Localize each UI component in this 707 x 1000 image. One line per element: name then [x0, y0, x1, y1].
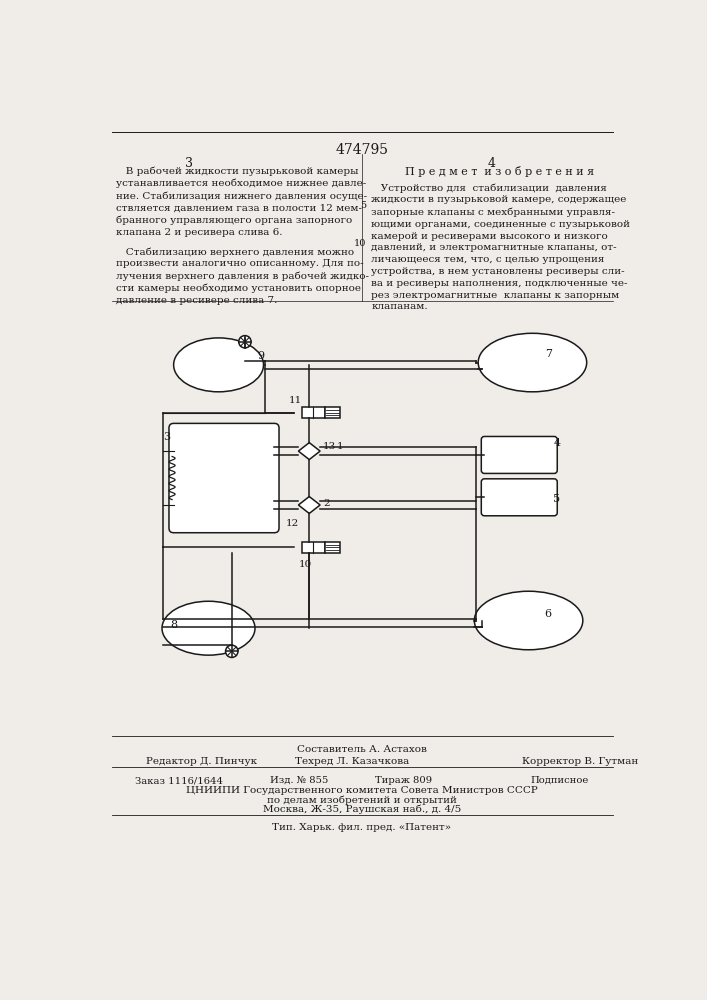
Text: 13: 13	[323, 442, 337, 451]
Text: Москва, Ж-35, Раушская наб., д. 4/5: Москва, Ж-35, Раушская наб., д. 4/5	[263, 805, 461, 814]
Bar	[301, 542, 325, 553]
Text: 4: 4	[487, 157, 496, 170]
Ellipse shape	[478, 333, 587, 392]
Text: Стабилизацию верхнего давления можно
произвести аналогично описанному. Для по-
л: Стабилизацию верхнего давления можно про…	[115, 247, 368, 305]
Polygon shape	[298, 443, 320, 460]
Circle shape	[239, 336, 251, 348]
Text: 10: 10	[354, 239, 366, 248]
Text: 9: 9	[257, 351, 264, 361]
Text: Техред Л. Казачкова: Техред Л. Казачкова	[295, 757, 409, 766]
Circle shape	[226, 645, 238, 657]
Text: ЦНИИПИ Государственного комитета Совета Министров СССР: ЦНИИПИ Государственного комитета Совета …	[186, 786, 538, 795]
Text: П р е д м е т  и з о б р е т е н и я: П р е д м е т и з о б р е т е н и я	[404, 166, 594, 177]
Polygon shape	[298, 497, 320, 513]
Bar	[325, 407, 340, 418]
Ellipse shape	[174, 338, 264, 392]
Ellipse shape	[162, 601, 255, 655]
Text: В рабочей жидкости пузырьковой камеры
устанавливается необходимое нижнее давле-
: В рабочей жидкости пузырьковой камеры ус…	[115, 166, 367, 237]
Text: Корректор В. Гутман: Корректор В. Гутман	[522, 757, 638, 766]
Text: 10: 10	[299, 560, 312, 569]
Bar	[325, 542, 340, 553]
Text: Составитель А. Астахов: Составитель А. Астахов	[297, 745, 427, 754]
Text: 12: 12	[286, 519, 299, 528]
Text: по делам изобретений и открытий: по делам изобретений и открытий	[267, 795, 457, 805]
Ellipse shape	[474, 591, 583, 650]
Text: Изд. № 855: Изд. № 855	[271, 776, 329, 785]
Text: Устройство для  стабилизации  давления
жидкости в пузырьковой камере, содержащее: Устройство для стабилизации давления жид…	[371, 183, 630, 311]
Text: Тираж 809: Тираж 809	[375, 776, 432, 785]
Text: Тип. Харьк. фил. пред. «Патент»: Тип. Харьк. фил. пред. «Патент»	[272, 823, 452, 832]
Text: 1: 1	[337, 442, 343, 451]
Text: 3: 3	[185, 157, 193, 170]
FancyBboxPatch shape	[169, 423, 279, 533]
Text: 5: 5	[554, 494, 561, 504]
Text: Подписное: Подписное	[530, 776, 588, 785]
Text: 7: 7	[546, 349, 553, 359]
FancyBboxPatch shape	[481, 436, 557, 473]
Text: Заказ 1116/1644: Заказ 1116/1644	[135, 776, 223, 785]
FancyBboxPatch shape	[481, 479, 557, 516]
Text: 8: 8	[170, 620, 177, 631]
Text: 4: 4	[554, 438, 561, 448]
Text: 474795: 474795	[335, 143, 388, 157]
Bar	[301, 407, 325, 418]
Text: 2: 2	[323, 499, 330, 508]
Text: 6: 6	[544, 609, 551, 619]
Text: 11: 11	[288, 396, 302, 405]
Text: 5: 5	[360, 201, 366, 210]
Text: 3: 3	[163, 432, 170, 442]
Text: Редактор Д. Пинчук: Редактор Д. Пинчук	[146, 757, 257, 766]
